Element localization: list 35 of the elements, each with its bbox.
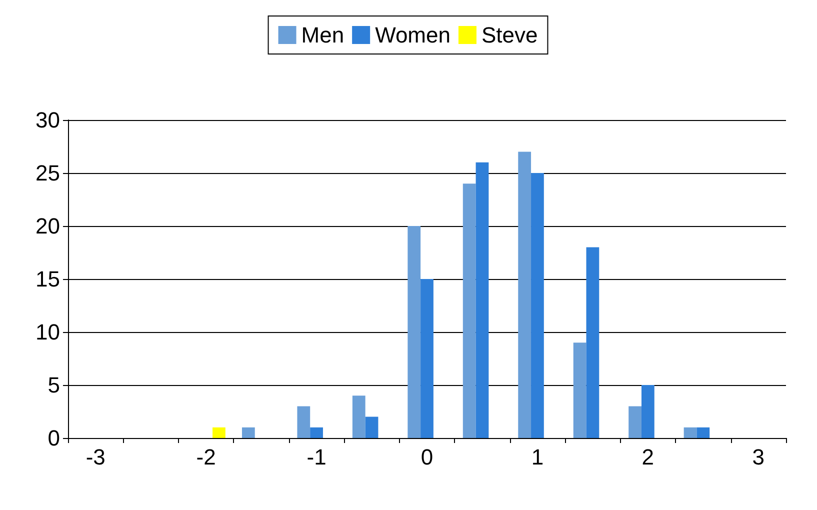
bar [518, 152, 532, 438]
bar [212, 427, 226, 438]
y-tick-label: 0 [48, 426, 60, 450]
y-tick-label: 10 [36, 320, 60, 344]
bar [365, 416, 378, 438]
bar [628, 406, 642, 438]
x-tick-label: 1 [531, 444, 544, 470]
bar [310, 427, 323, 438]
bar [531, 173, 544, 438]
x-tick-label: 0 [420, 444, 434, 470]
bar [684, 427, 697, 438]
bar [408, 226, 421, 438]
legend-label: Women [375, 22, 450, 48]
x-tick-label: -2 [196, 444, 216, 470]
bar [586, 247, 600, 438]
x-tick-label: -1 [306, 444, 326, 470]
y-tick-label: 15 [36, 266, 60, 292]
bar [420, 279, 434, 438]
y-tick-label: 20 [36, 214, 60, 238]
bar [242, 427, 255, 438]
x-tick-label: -3 [86, 444, 106, 470]
y-tick-label: 5 [48, 372, 60, 398]
legend-label: Steve [481, 22, 538, 48]
x-tick-label: 2 [642, 444, 654, 470]
bar [476, 162, 489, 438]
bar [352, 396, 366, 438]
bar [641, 385, 654, 438]
y-tick-label: 25 [36, 160, 60, 186]
bar [297, 406, 310, 438]
x-tick-label: 3 [752, 444, 765, 470]
bar [573, 342, 586, 438]
legend-label: Men [301, 22, 344, 48]
bar [696, 427, 710, 438]
y-tick-label: 30 [36, 108, 60, 132]
bar [462, 184, 476, 438]
